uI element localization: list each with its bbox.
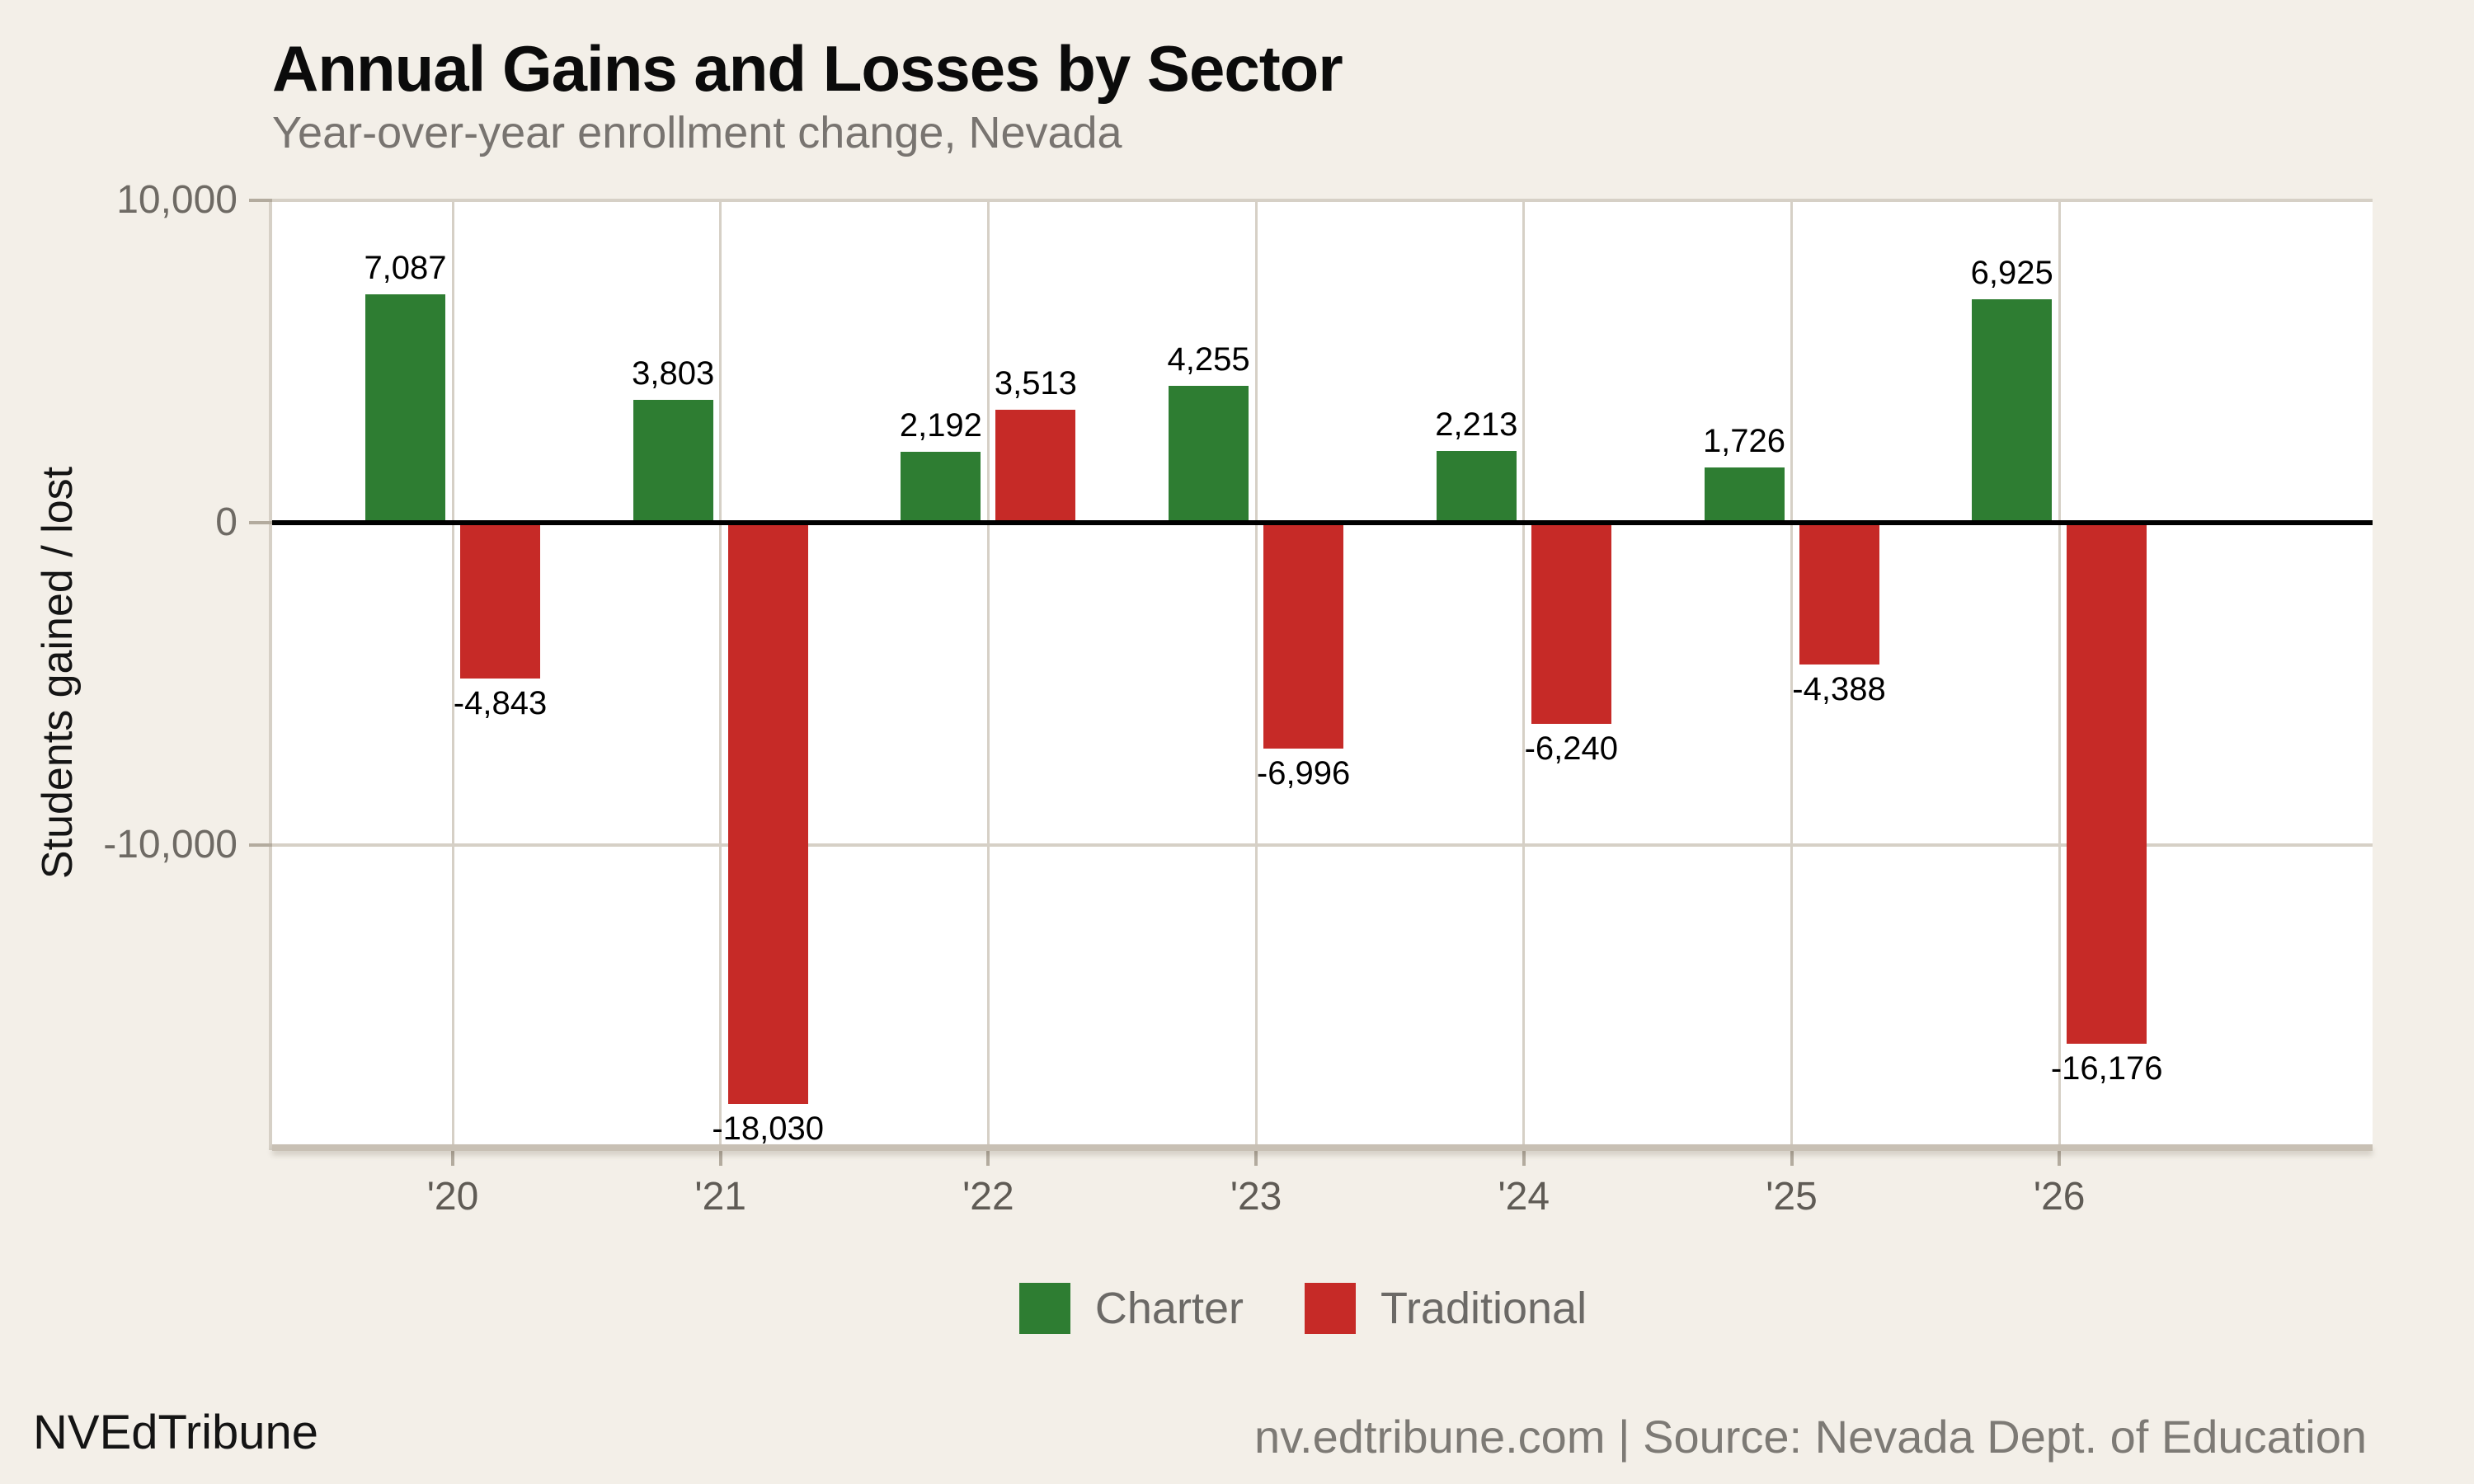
y-axis-tick-label: -10,000 [103, 823, 238, 866]
charter-bar [365, 294, 445, 523]
year-gridline [986, 200, 990, 1144]
y-axis-tick-label: 10,000 [116, 178, 238, 222]
x-axis-tick-label: '26 [2033, 1175, 2086, 1219]
chart-title: Annual Gains and Losses by Sector [272, 32, 1343, 105]
x-axis-tick [1522, 1144, 1526, 1166]
x-axis-line [272, 1144, 2373, 1151]
year-gridline [451, 200, 454, 1144]
y-axis-tick [249, 521, 272, 524]
bar-value-label: 4,255 [1167, 340, 1250, 378]
bar-value-label: 2,192 [899, 407, 982, 444]
legend-label: Charter [1094, 1284, 1244, 1333]
y-axis-tick [249, 843, 272, 847]
year-gridline [2058, 200, 2061, 1144]
x-axis-tick [1254, 1144, 1258, 1166]
traditional-bar [1799, 523, 1879, 665]
x-axis-tick-label: '25 [1766, 1175, 1818, 1219]
bar-value-label: 3,513 [994, 364, 1077, 402]
y-gridline [272, 843, 2373, 847]
charter-bar [1436, 451, 1517, 523]
x-axis-tick-label: '24 [1498, 1175, 1550, 1219]
bar-value-label: -16,176 [2050, 1050, 2163, 1087]
year-gridline [1522, 200, 1526, 1144]
bar-value-label: 3,803 [632, 355, 715, 392]
charter-bar [901, 452, 981, 523]
bar-value-label: 7,087 [364, 249, 447, 286]
x-axis-tick-label: '23 [1230, 1175, 1282, 1219]
bar-value-label: -4,388 [1792, 670, 1886, 707]
charter-bar [633, 400, 713, 523]
x-axis-tick [1790, 1144, 1794, 1166]
bar-value-label: 2,213 [1435, 406, 1518, 444]
legend-item-charter: Charter [1018, 1283, 1244, 1334]
traditional-bar [727, 523, 808, 1104]
charter-bar [1169, 385, 1249, 523]
bar-value-label: -18,030 [712, 1110, 825, 1147]
traditional-bar [995, 409, 1076, 523]
x-axis-tick [451, 1144, 454, 1166]
y-gridline [272, 199, 2373, 202]
footer-source: nv.edtribune.com | Source: Nevada Dept. … [1254, 1411, 2367, 1463]
legend: Charter Traditional [66, 1283, 2474, 1334]
charter-bar [1704, 467, 1785, 523]
y-axis-title: Students gained / lost [34, 466, 82, 880]
year-gridline [1790, 200, 1793, 1144]
bar-value-label: -6,996 [1256, 754, 1351, 791]
traditional-bar [1263, 523, 1344, 749]
charter-swatch-icon [1018, 1283, 1070, 1334]
x-axis-tick [718, 1144, 722, 1166]
chart-subtitle: Year-over-year enrollment change, Nevada [272, 108, 1122, 157]
traditional-bar [2067, 523, 2147, 1045]
legend-item-traditional: Traditional [1304, 1283, 1587, 1334]
x-axis-tick-label: '20 [426, 1175, 479, 1219]
y-axis-tick-label: 0 [215, 500, 238, 544]
year-gridline [1254, 200, 1258, 1144]
footer-brand: NVEdTribune [33, 1406, 319, 1459]
bar-value-label: -6,240 [1524, 730, 1618, 767]
x-axis-tick-label: '22 [962, 1175, 1014, 1219]
traditional-bar [460, 523, 540, 679]
traditional-bar [1531, 523, 1611, 724]
bar-value-label: 1,726 [1702, 422, 1786, 459]
x-axis-tick [2058, 1144, 2062, 1166]
y-axis-line [269, 200, 272, 1150]
zero-baseline [272, 520, 2373, 525]
bar-value-label: 6,925 [1970, 255, 2053, 292]
year-gridline [719, 200, 722, 1144]
charter-bar [1972, 299, 2053, 523]
x-axis-tick-label: '21 [694, 1175, 746, 1219]
legend-label: Traditional [1380, 1284, 1587, 1333]
traditional-swatch-icon [1304, 1283, 1356, 1334]
y-axis-tick [249, 199, 272, 202]
bar-value-label: -4,843 [453, 685, 548, 722]
x-axis-tick [986, 1144, 990, 1166]
